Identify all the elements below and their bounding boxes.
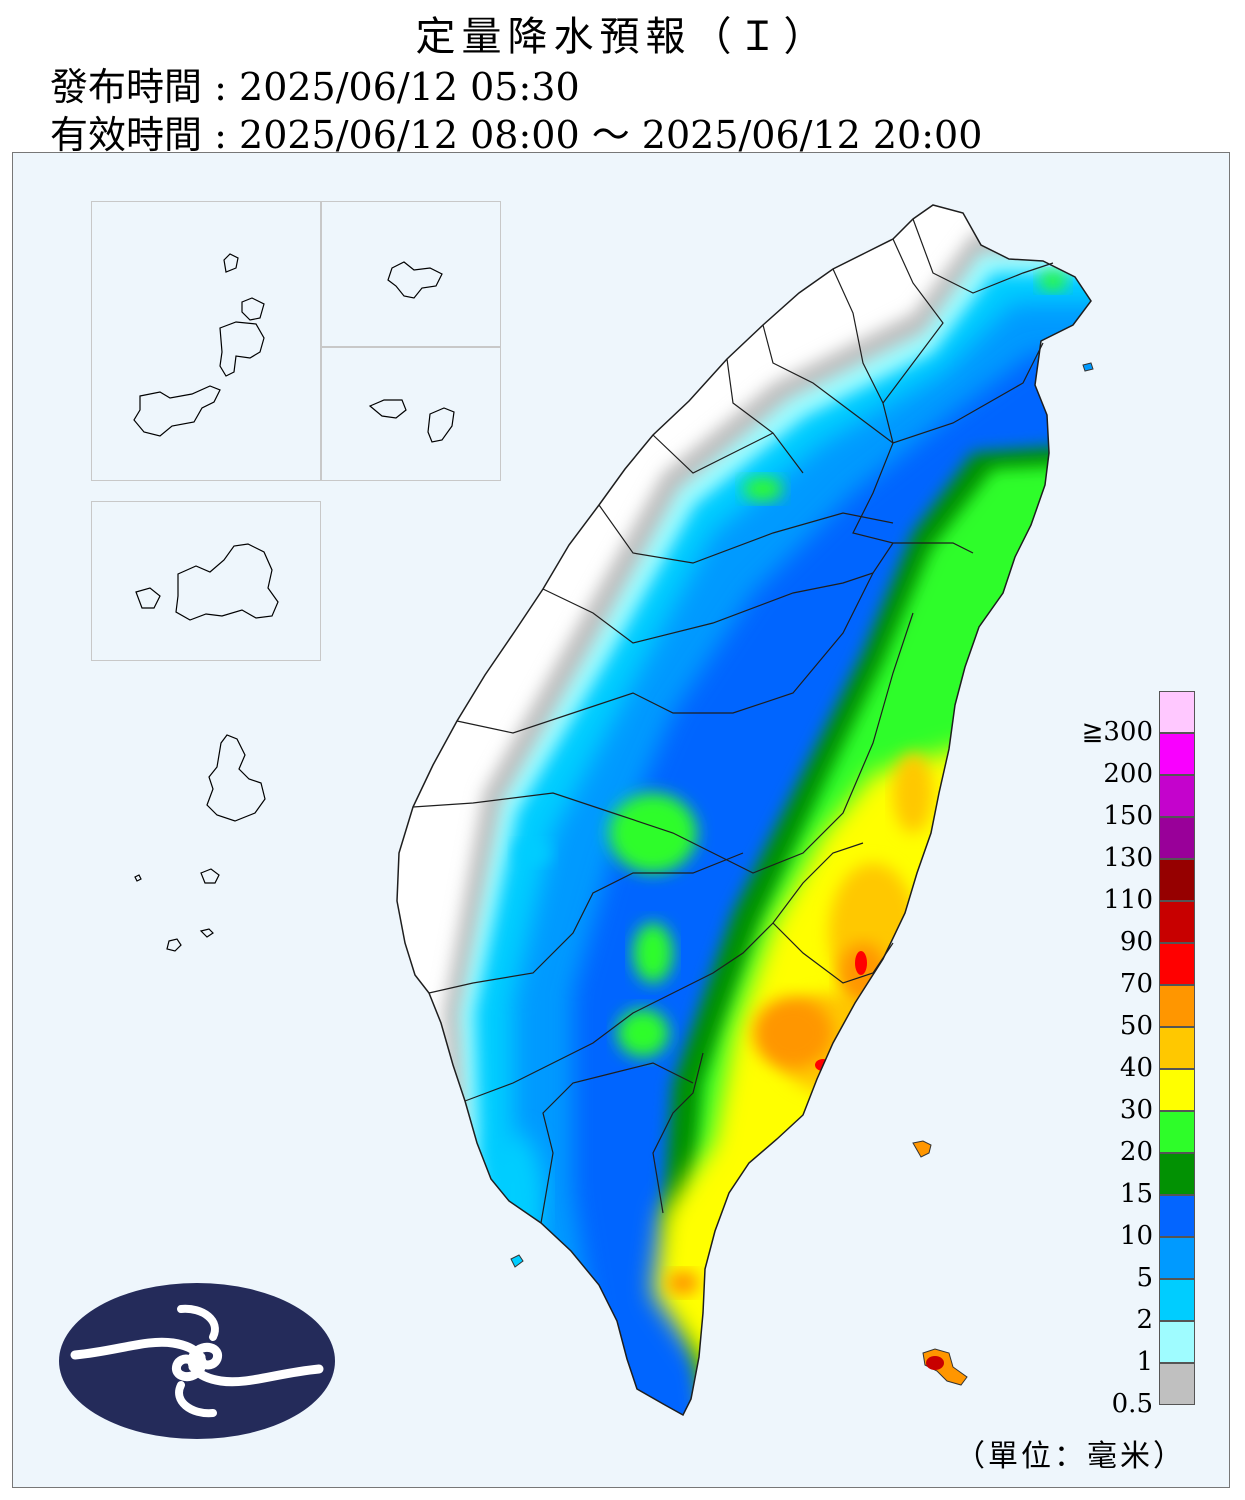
inset-kinmen [321,347,501,481]
issue-time: 發布時間 : 2025/06/12 05:30 [50,56,580,111]
legend-label: 20 [1119,1137,1153,1167]
valid-time-label: 有效時間 [50,113,203,157]
legend-swatch [1159,1363,1195,1405]
map-panel: 0.5 1 2 5 10 15 20 30 40 50 70 90 110 130 150 200 ≧300 （… [12,152,1230,1488]
legend-swatch [1159,1069,1195,1111]
taiwan-coastline [396,204,1092,1417]
legend-label: ≧300 [1081,717,1153,747]
rainfall-map [134,204,1094,1417]
legend-swatch [1159,859,1195,901]
issue-time-separator: : [214,65,227,109]
rainfall-field [397,205,1091,1415]
legend-label: 2 [1136,1305,1153,1335]
inset-kinmen-north [321,201,501,347]
legend-swatch [1159,775,1195,817]
inset-matsu [91,201,321,481]
valid-time-separator: : [214,113,227,157]
legend-label: 15 [1119,1179,1153,1209]
legend-swatch [1159,817,1195,859]
legend-swatch [1159,1111,1195,1153]
orchid-island-max [926,1356,944,1370]
legend-swatch [1159,1195,1195,1237]
legend-label: 30 [1119,1095,1153,1125]
cwa-logo-wave-right [187,1342,324,1387]
legend-swatch [1159,1237,1195,1279]
inset-penghu-south [91,501,321,661]
legend-label: 40 [1119,1053,1153,1083]
matsu-islands [133,253,265,437]
cwa-logo-swirl-bottom [175,1381,217,1418]
legend-label: 50 [1119,1011,1153,1041]
map-title: 定量降水預報（Ｉ） [415,14,830,60]
guishan-island [1082,362,1094,372]
valid-time: 有效時間 : 2025/06/12 08:00 ～ 2025/06/12 20:… [50,104,982,159]
cwa-logo-swirl-top [177,1304,219,1341]
legend-label: 150 [1103,801,1153,831]
xiaoliuqiu-island [510,1254,524,1268]
penghu-islands [134,734,266,952]
valid-time-value: 2025/06/12 08:00 ～ 2025/06/12 20:00 [239,113,983,157]
legend-label: 130 [1103,843,1153,873]
wuqiu-islands [387,261,443,299]
legend-label: 70 [1119,969,1153,999]
legend-swatch [1159,1279,1195,1321]
legend-label: 0.5 [1111,1389,1153,1419]
unit-label: （單位：毫米） [955,1439,1186,1474]
lanyu-like-island [135,543,279,621]
legend-swatch [1159,943,1195,985]
legend-label: 5 [1136,1263,1153,1293]
legend-label: 110 [1103,885,1153,915]
cwa-logo [59,1283,335,1439]
legend-swatch [1159,1153,1195,1195]
issue-time-value: 2025/06/12 05:30 [239,65,580,109]
kinmen-islands [368,399,455,443]
legend-swatch [1159,691,1195,733]
county-boundaries [412,218,1054,1224]
legend-swatch [1159,985,1195,1027]
green-island [912,1140,932,1158]
legend-swatch [1159,1027,1195,1069]
legend-swatch [1159,733,1195,775]
legend-label: 1 [1136,1347,1153,1377]
legend-label: 90 [1119,927,1153,957]
legend-label: 10 [1119,1221,1153,1251]
legend-swatch [1159,1321,1195,1363]
legend-label: 200 [1103,759,1153,789]
issue-time-label: 發布時間 [50,65,203,109]
legend-swatch [1159,901,1195,943]
